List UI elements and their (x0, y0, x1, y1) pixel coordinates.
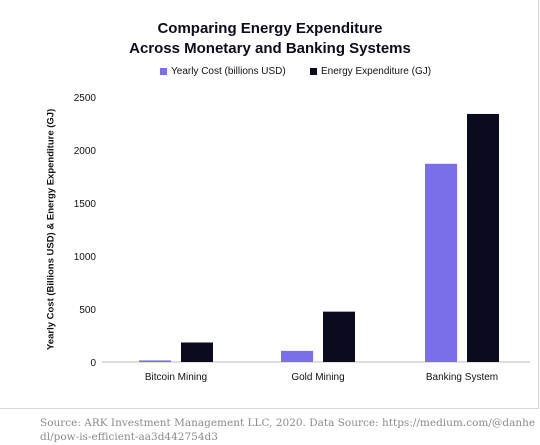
y-tick-label: 1500 (74, 199, 97, 210)
legend-swatch-yearly-cost (160, 68, 167, 75)
y-tick-label: 2500 (74, 93, 97, 104)
x-tick-label: Gold Mining (291, 372, 344, 383)
legend-label-yearly-cost: Yearly Cost (billions USD) (171, 66, 286, 77)
legend-swatch-energy (310, 68, 317, 75)
source-note: Source: ARK Investment Management LLC, 2… (40, 417, 536, 443)
y-tick-label: 2000 (74, 146, 97, 157)
bar-yearly-cost-bitcoin-mining (139, 360, 171, 362)
x-tick-label: Bitcoin Mining (145, 372, 207, 383)
chart-title-line-1: Comparing Energy Expenditure (157, 20, 383, 37)
legend-item-yearly-cost: Yearly Cost (billions USD) (160, 66, 286, 77)
chart-card: Comparing Energy Expenditure Across Mone… (0, 0, 539, 409)
bar-energy-bitcoin-mining (181, 342, 213, 362)
y-tick-label: 1000 (74, 252, 97, 263)
y-tick-label: 0 (90, 358, 96, 369)
chart-legend: Yearly Cost (billions USD) Energy Expend… (0, 66, 540, 80)
x-tick-label: Banking System (426, 372, 498, 383)
legend-item-energy: Energy Expenditure (GJ) (310, 66, 431, 77)
legend-label-energy: Energy Expenditure (GJ) (321, 66, 432, 77)
bar-yearly-cost-banking-system (425, 163, 457, 362)
plot-area: 0 500 1000 1500 2000 2500 Bitcoin Mining Gold M… (74, 93, 530, 383)
chart-title-line-2: Across Monetary and Banking Systems (129, 40, 411, 57)
bar-energy-banking-system (467, 113, 499, 363)
y-tick-label: 500 (79, 305, 96, 316)
bar-energy-gold-mining (323, 311, 355, 362)
bar-yearly-cost-gold-mining (281, 350, 313, 362)
